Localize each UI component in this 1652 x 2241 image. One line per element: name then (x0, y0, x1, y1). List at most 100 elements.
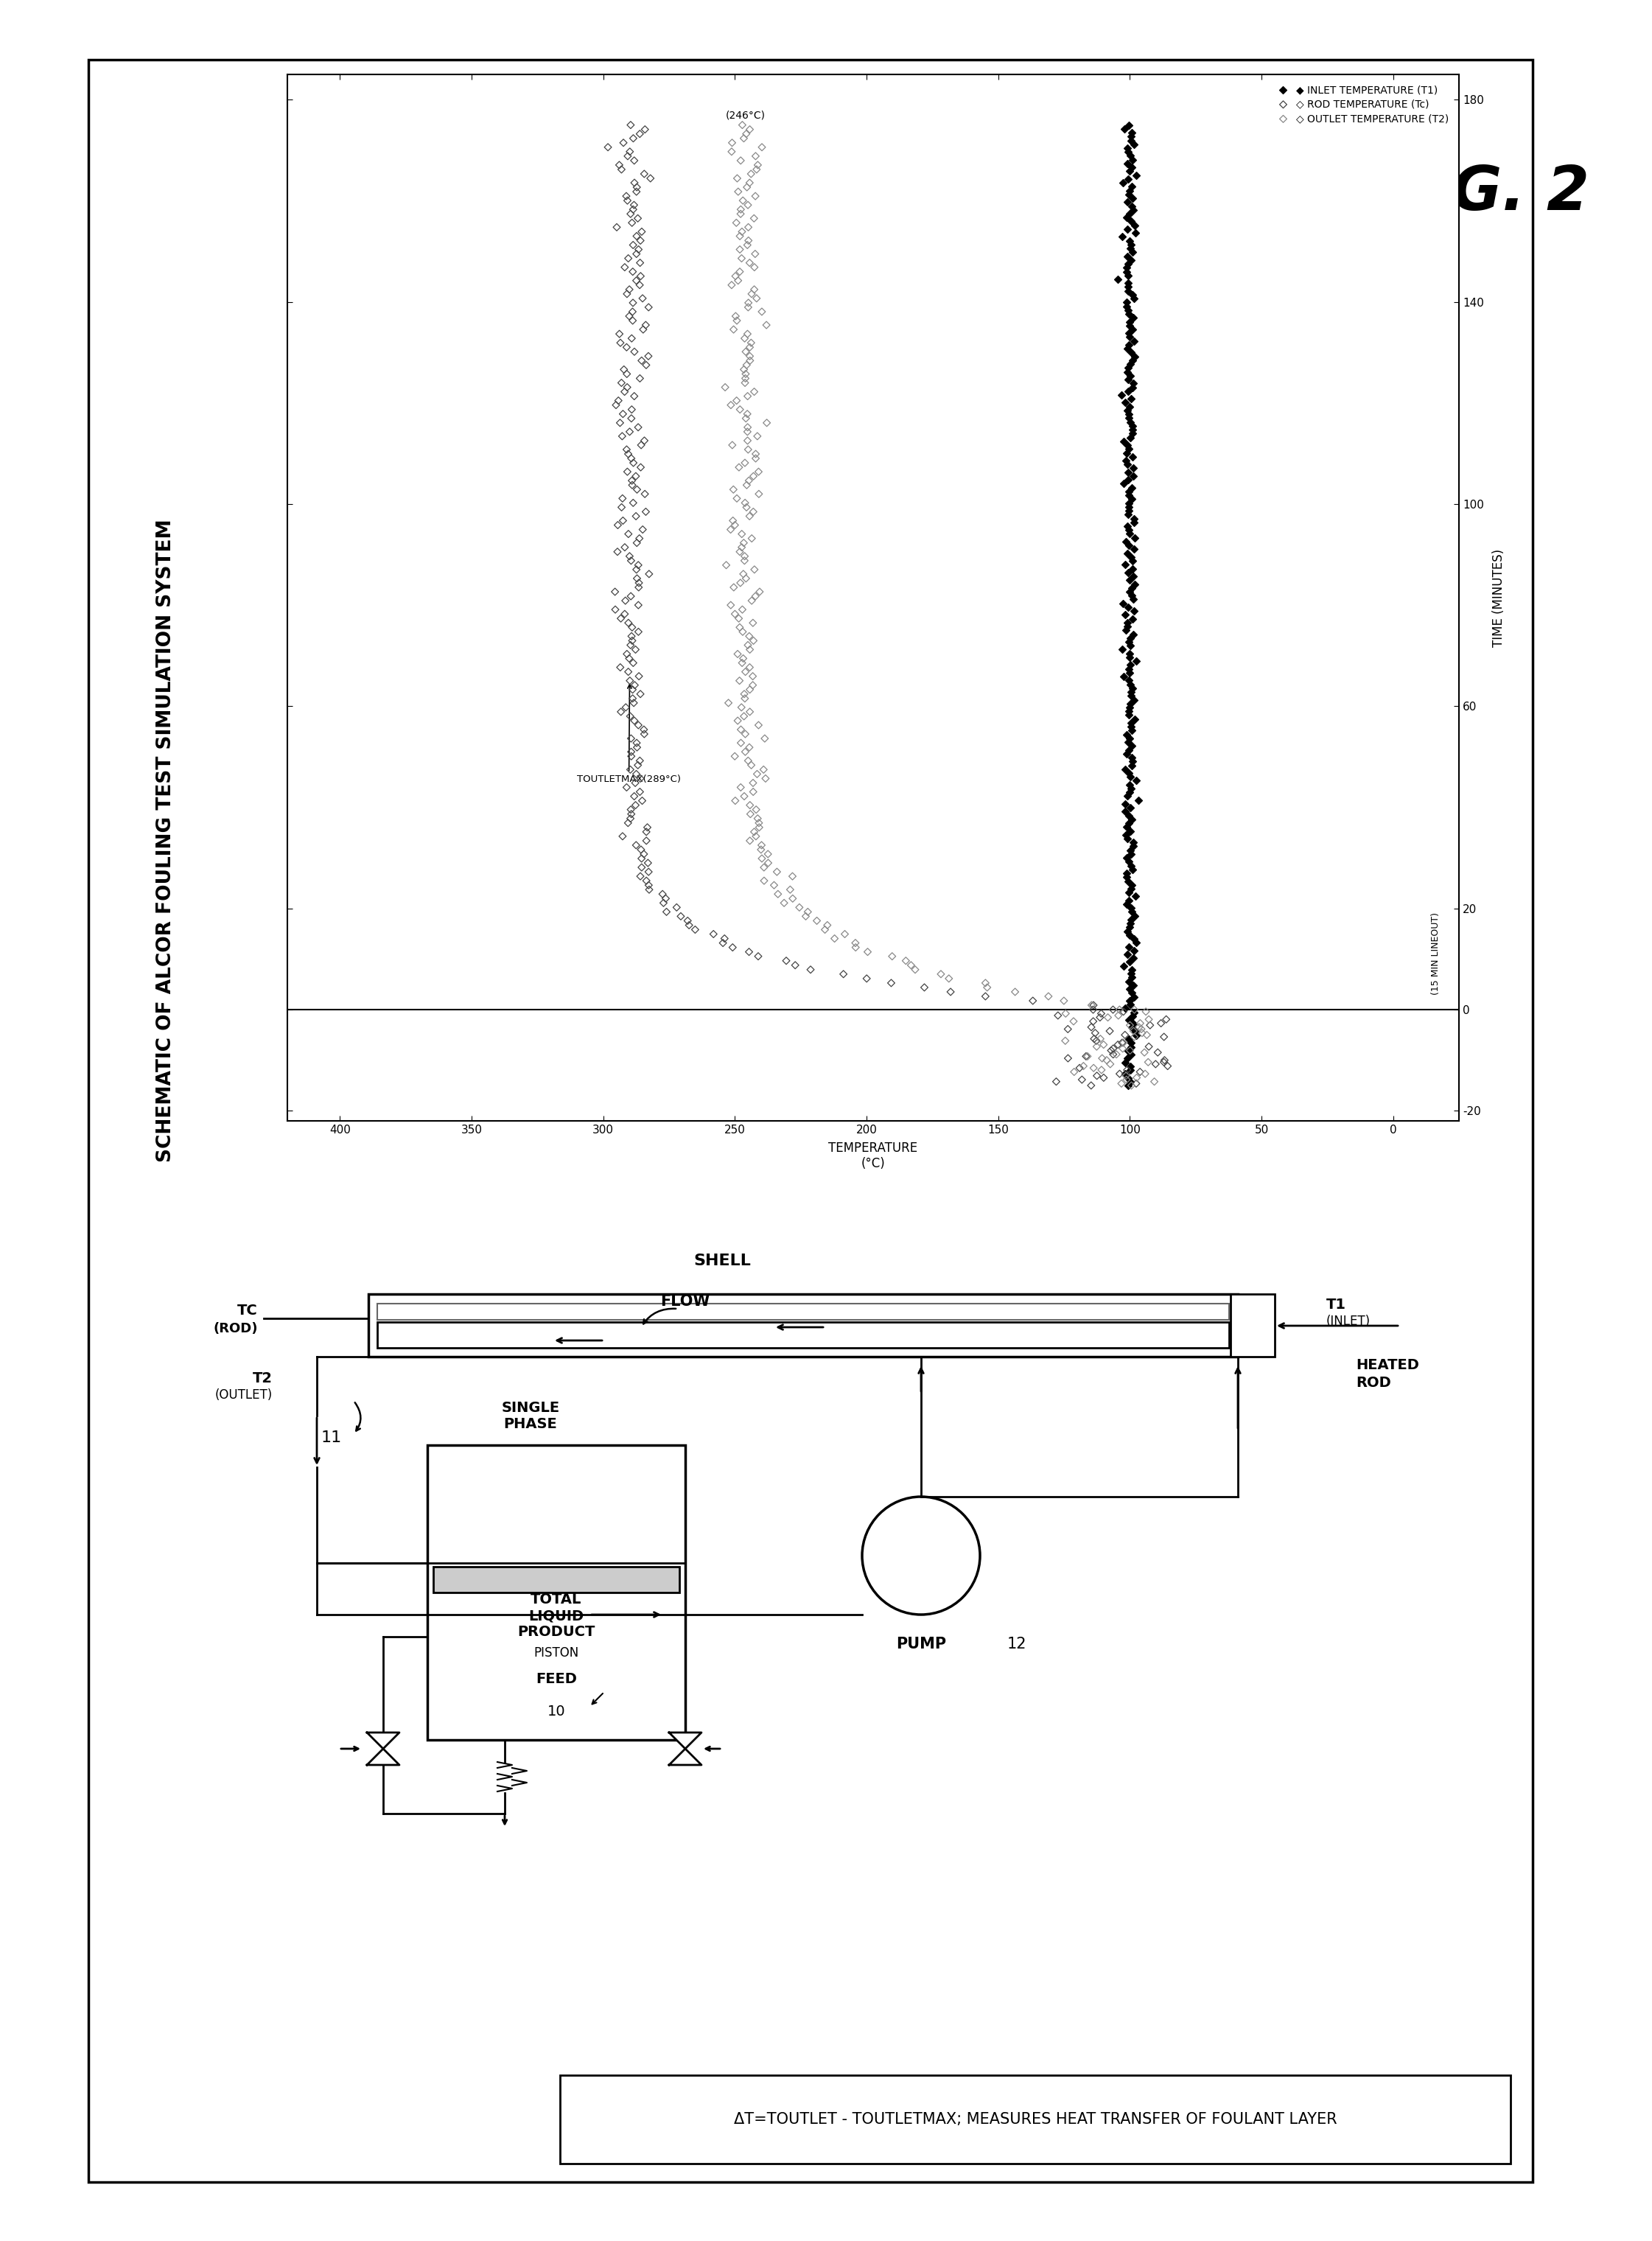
Point (1115, 1067, 1142, 1103)
Point (745, 148, 771, 184)
Point (720, 569, 747, 605)
Point (620, 462, 646, 498)
Point (1117, 195, 1143, 231)
Point (750, 849, 776, 885)
Point (620, 672, 646, 708)
Point (1108, 1067, 1135, 1103)
Point (634, 809, 661, 845)
Point (1120, 968, 1146, 1004)
Point (727, 726, 753, 762)
Point (717, 587, 743, 623)
Point (1118, 952, 1145, 988)
Point (626, 267, 653, 303)
Point (1118, 150, 1145, 186)
Point (1118, 872, 1145, 908)
Point (624, 746, 651, 782)
Point (725, 601, 752, 636)
Point (1117, 719, 1143, 755)
Point (613, 433, 639, 468)
Point (618, 619, 644, 654)
Point (743, 280, 770, 316)
Point (798, 952, 824, 988)
Text: PRODUCT: PRODUCT (517, 1625, 595, 1640)
Point (1113, 253, 1140, 289)
Point (1117, 359, 1143, 394)
Point (1120, 278, 1146, 314)
Point (616, 134, 643, 170)
Point (618, 800, 644, 836)
Point (1118, 847, 1145, 883)
Point (1132, 1056, 1158, 1091)
Point (638, 161, 664, 197)
Point (1115, 755, 1142, 791)
Point (1118, 802, 1145, 838)
Point (1115, 498, 1142, 533)
Point (620, 253, 646, 289)
Point (1117, 621, 1143, 657)
Point (595, 130, 621, 166)
Point (780, 858, 806, 894)
Point (606, 650, 633, 686)
Point (623, 262, 649, 298)
Point (742, 235, 768, 271)
Point (1117, 388, 1143, 424)
Point (1117, 574, 1143, 610)
Point (618, 320, 644, 356)
Point (620, 204, 646, 240)
Point (620, 645, 646, 681)
Point (745, 475, 771, 511)
Point (1118, 542, 1145, 578)
Point (1118, 1029, 1145, 1064)
Point (727, 663, 753, 699)
Point (1122, 567, 1148, 603)
Point (722, 298, 748, 334)
Point (1080, 1004, 1107, 1040)
Point (1113, 1040, 1140, 1076)
Point (623, 217, 649, 253)
Point (732, 484, 758, 520)
Point (603, 208, 629, 244)
Point (631, 717, 657, 753)
Point (626, 117, 653, 152)
Point (1118, 1067, 1145, 1103)
Point (633, 307, 659, 343)
Point (717, 388, 743, 424)
Point (732, 361, 758, 397)
Point (1120, 580, 1146, 616)
Point (1118, 771, 1145, 807)
Point (937, 975, 963, 1011)
Point (623, 827, 649, 863)
Point (1120, 531, 1146, 567)
Point (628, 840, 654, 876)
Point (1117, 636, 1143, 672)
Point (748, 827, 775, 863)
Point (608, 365, 634, 401)
Point (732, 654, 758, 690)
Point (1115, 692, 1142, 728)
Point (1115, 296, 1142, 332)
Point (1145, 1035, 1171, 1071)
Point (737, 796, 763, 831)
Point (715, 686, 742, 722)
Point (608, 152, 634, 188)
Point (727, 392, 753, 428)
Point (733, 424, 760, 459)
Point (727, 195, 753, 231)
Text: TC: TC (238, 1304, 258, 1318)
Point (1115, 354, 1142, 390)
Point (1115, 1002, 1142, 1038)
Point (740, 199, 767, 235)
Point (624, 199, 651, 235)
X-axis label: TEMPERATURE
(°C): TEMPERATURE (°C) (829, 1141, 919, 1170)
Point (738, 583, 765, 619)
Point (735, 742, 762, 778)
Point (1117, 943, 1143, 979)
Text: ROD: ROD (1356, 1376, 1391, 1389)
Point (620, 610, 646, 645)
Point (621, 334, 648, 370)
Point (1117, 639, 1143, 675)
Point (1122, 1020, 1148, 1056)
Point (1099, 1033, 1125, 1069)
Point (626, 565, 653, 601)
Point (1118, 867, 1145, 903)
